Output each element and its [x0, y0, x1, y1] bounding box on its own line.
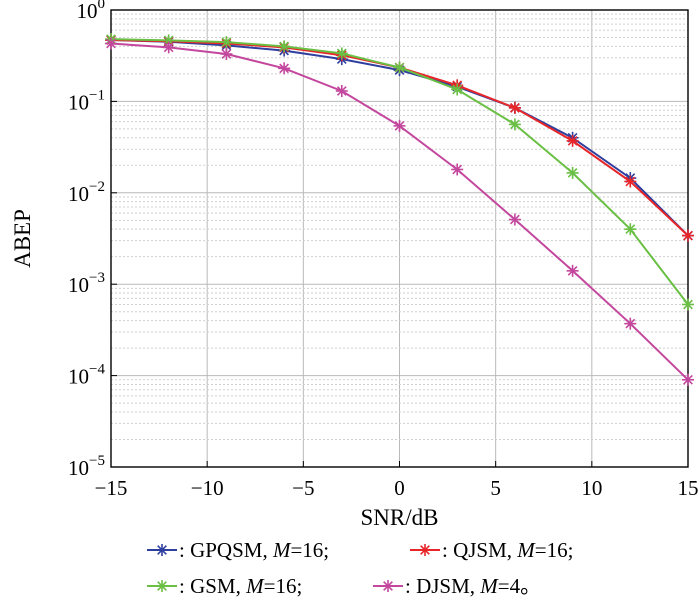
- x-tick-label: 10: [581, 476, 602, 500]
- data-point: [393, 61, 406, 74]
- series-djsm: [105, 37, 694, 386]
- y-tick-labels: 100 10−1 10−2 10−3 10−4 10−5: [68, 0, 117, 480]
- data-point: [566, 264, 579, 277]
- legend: : GPQSM, M=16; : QJSM, M=16; : GSM, M=16;:…: [147, 538, 573, 598]
- data-point: [220, 48, 233, 61]
- x-tick-label: 0: [394, 476, 405, 500]
- legend-label: : DJSM, M=4。: [405, 574, 541, 598]
- data-point: [682, 373, 694, 386]
- legend-label: : GSM, M=16;: [179, 574, 302, 598]
- data-point: [162, 41, 175, 54]
- x-tick-labels: −15 −10 −5 0 5 10 15: [95, 461, 699, 500]
- grid-lines: [111, 10, 688, 467]
- data-point: [220, 36, 233, 49]
- data-point: [451, 163, 464, 176]
- x-tick-label: −10: [191, 476, 224, 500]
- x-tick-label: −5: [292, 476, 314, 500]
- data-point: [682, 229, 694, 242]
- x-tick-label: 15: [678, 476, 699, 500]
- x-tick-label: 5: [490, 476, 501, 500]
- data-point: [508, 213, 521, 226]
- legend-swatch-marker: [382, 580, 394, 592]
- data-point: [624, 317, 637, 330]
- data-point: [278, 40, 291, 53]
- y-tick-label: 10−1: [68, 87, 105, 114]
- legend-swatch-marker: [156, 544, 168, 556]
- legend-swatch-marker: [419, 544, 431, 556]
- data-point: [451, 83, 464, 96]
- x-axis-label: SNR/dB: [361, 505, 439, 530]
- y-tick-label: 10−3: [68, 270, 105, 297]
- legend-label: : QJSM, M=16;: [442, 538, 573, 562]
- data-point: [566, 166, 579, 179]
- data-point: [682, 298, 694, 311]
- data-point: [278, 62, 291, 75]
- y-tick-label: 10−2: [68, 179, 105, 206]
- data-point: [624, 175, 637, 188]
- y-axis-label: ABEP: [10, 209, 35, 268]
- y-tick-label: 10−5: [68, 453, 105, 480]
- data-point: [624, 223, 637, 236]
- x-tick-label: −15: [95, 476, 128, 500]
- y-tick-label: 10−4: [68, 362, 105, 389]
- legend-swatch-marker: [156, 580, 168, 592]
- legend-entry-djsm: : DJSM, M=4。: [373, 574, 541, 598]
- series-layer: [105, 33, 694, 386]
- data-point: [335, 84, 348, 97]
- data-point: [335, 47, 348, 60]
- data-point: [105, 37, 117, 50]
- legend-label: : GPQSM, M=16;: [179, 538, 329, 562]
- legend-entry-qjsm: : QJSM, M=16;: [410, 538, 573, 562]
- legend-entry-gpqsm: : GPQSM, M=16;: [147, 538, 329, 562]
- legend-entry-gsm: : GSM, M=16;: [147, 574, 302, 598]
- y-tick-label: 100: [77, 0, 106, 23]
- data-point: [508, 101, 521, 114]
- data-point: [393, 119, 406, 132]
- data-point: [566, 134, 579, 147]
- data-point: [508, 118, 521, 131]
